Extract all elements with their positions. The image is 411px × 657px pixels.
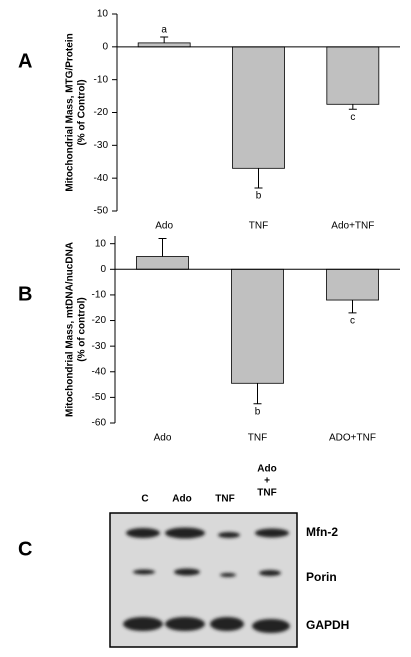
band-label: GAPDH: [306, 618, 349, 632]
panel-letter: C: [18, 538, 32, 560]
y-tick-label: 0: [102, 41, 108, 52]
charts: A Mitochondrial Mass, MTG/Protein (% of Co…: [18, 9, 400, 444]
x-tick-label: ADO+TNF: [329, 433, 376, 444]
annotation: a: [161, 25, 167, 36]
annotation: c: [350, 315, 355, 326]
band-label: Mfn-2: [306, 525, 338, 539]
y-tick-label: -40: [92, 366, 107, 377]
error-bar: [158, 238, 167, 257]
lane-label: TNF: [257, 488, 276, 499]
y-tick-label: -30: [94, 140, 109, 151]
x-tick-label: Ado: [154, 433, 172, 444]
error-bar: [348, 300, 357, 314]
annotation: b: [255, 406, 261, 417]
panel-letter: A: [18, 50, 32, 72]
y-tick-label: -60: [92, 418, 107, 429]
y-tick-label: -10: [94, 74, 109, 85]
x-tick-label: TNF: [248, 433, 267, 444]
bar: [137, 42, 191, 48]
y-tick-label: 0: [100, 264, 106, 275]
error-bar: [253, 383, 262, 405]
x-tick-label: Ado+TNF: [331, 221, 374, 232]
y-axis-label: Mitochondrial Mass, mtDNA/nucDNA: [65, 242, 76, 417]
lane-label: Ado: [257, 464, 276, 475]
x-tick-label: Ado: [155, 221, 173, 232]
y-tick-label: -50: [92, 392, 107, 403]
lane-label: Ado: [172, 494, 191, 505]
bar: [231, 268, 284, 384]
chart: B Mitochondrial Mass, mtDNA/nucDNA (% of c…: [18, 236, 400, 444]
lane-label: +: [264, 476, 270, 487]
chart: A Mitochondrial Mass, MTG/Protein (% of Co…: [18, 9, 400, 232]
lane-label: C: [141, 494, 148, 505]
annotation: b: [256, 191, 262, 202]
y-tick-label: -30: [92, 341, 107, 352]
annotation: c: [350, 112, 355, 123]
error-bar: [160, 36, 169, 43]
error-bar: [348, 104, 357, 110]
bar: [136, 256, 189, 270]
y-tick-label: 10: [95, 238, 107, 249]
lane-label: TNF: [215, 494, 234, 505]
y-axis-label: (% of control): [77, 297, 88, 361]
y-axis-label: (% of Control): [77, 79, 88, 145]
error-bar: [254, 168, 263, 189]
y-tick-label: -20: [94, 107, 109, 118]
band-label: Porin: [306, 570, 337, 584]
panel-letter: B: [18, 283, 32, 305]
y-tick-label: -10: [92, 290, 107, 301]
blot-bands: [123, 527, 290, 633]
x-tick-label: TNF: [249, 221, 268, 232]
bar: [326, 268, 379, 301]
y-tick-label: -40: [94, 173, 109, 184]
y-tick-label: -20: [92, 315, 107, 326]
y-axis-label: Mitochondrial Mass, MTG/Protein: [65, 33, 76, 191]
bar: [232, 46, 285, 169]
y-tick-label: 10: [97, 9, 109, 20]
bar: [326, 46, 380, 105]
y-tick-label: -50: [94, 206, 109, 217]
